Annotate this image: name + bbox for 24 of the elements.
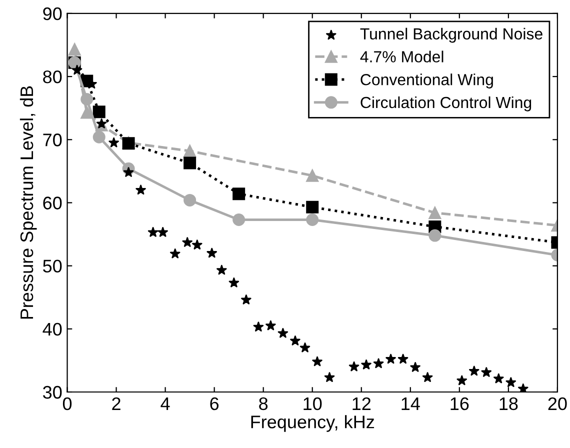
x-tick-label: 12 bbox=[352, 397, 371, 410]
x-tick-label: 0 bbox=[62, 397, 72, 410]
y-tick-label: 70 bbox=[43, 134, 62, 146]
y-tick-label: 90 bbox=[43, 7, 62, 20]
y-tick-label: 40 bbox=[42, 322, 62, 336]
x-tick-label: 4 bbox=[160, 398, 170, 410]
x-tick-label: 14 bbox=[402, 398, 420, 410]
x-axis-title: Frequency, kHz bbox=[251, 415, 374, 432]
x-tick-label: 8 bbox=[259, 397, 268, 410]
legend-label: Conventional Wing bbox=[360, 74, 493, 88]
x-tick-label: 18 bbox=[500, 397, 518, 410]
x-tick-label: 20 bbox=[548, 397, 567, 410]
y-tick-label: 80 bbox=[43, 70, 62, 84]
y-tick-label: 30 bbox=[43, 386, 62, 399]
x-tick-label: 10 bbox=[304, 397, 322, 410]
y-tick-label: 60 bbox=[43, 196, 62, 210]
legend-label: Circulation Control Wing bbox=[360, 96, 532, 112]
legend-label: Tunnel Background Noise bbox=[360, 28, 542, 43]
x-tick-label: 6 bbox=[210, 397, 219, 410]
x-tick-label: 16 bbox=[450, 397, 469, 410]
x-tick-label: 2 bbox=[112, 397, 120, 410]
y-axis-title: Pressure Spectrum Level, dB bbox=[20, 86, 37, 319]
y-tick-label: 50 bbox=[43, 260, 62, 273]
legend-label: 4.7% Model bbox=[360, 50, 444, 62]
